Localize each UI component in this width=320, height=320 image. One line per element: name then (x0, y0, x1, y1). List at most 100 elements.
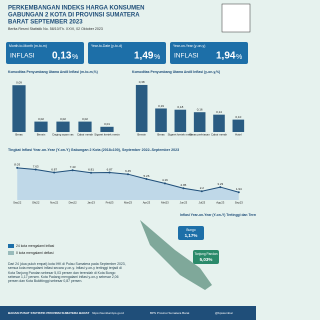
point (145, 177, 148, 180)
value-label: 0,02 (60, 117, 66, 121)
footer-bar (0, 306, 256, 320)
category-label: Feb23 (106, 201, 114, 205)
category-label: Emas perhiasan (190, 133, 211, 137)
map-title: Inflasi Year-on-Year (Y-on-Y) Tertinggi … (180, 213, 256, 217)
value-label: 0,09 (16, 80, 22, 84)
point (127, 173, 129, 176)
category-label: Cabai merah (211, 133, 227, 137)
value-label: 7.43 (70, 165, 76, 169)
bar (56, 121, 70, 132)
bar (100, 126, 114, 132)
value-label: 0,02 (38, 117, 44, 121)
stat-unit: % (236, 54, 242, 61)
category-label: Sigaret kretek mesin (168, 133, 194, 137)
value-label: 6.87 (107, 167, 113, 171)
bar (135, 84, 148, 132)
value-label: 4.16 (162, 178, 168, 182)
value-label: 0,14 (216, 110, 222, 114)
map-value: 5,03% (200, 257, 213, 262)
map-badge (193, 250, 219, 264)
category-label: Sep22 (13, 201, 22, 205)
footer-handle: @bpssumbar (215, 311, 233, 315)
category-label: Hotel (235, 133, 242, 137)
stat-unit: % (72, 54, 78, 61)
point (90, 171, 93, 174)
value-label: 0,18 (177, 105, 183, 109)
category-label: Apr23 (143, 201, 151, 205)
point (237, 191, 240, 194)
stat-value: 0,13 (52, 51, 72, 62)
stat-period: Month-to-Month (m-to-m) (9, 44, 47, 48)
stat-value: 1,94 (216, 51, 236, 62)
point (34, 168, 37, 171)
footer-org: BADAN PUSAT STATISTIK PROVINSI SUMATERA … (8, 311, 89, 315)
bar (213, 114, 225, 132)
value-label: 6.45 (125, 169, 131, 173)
point (16, 166, 19, 169)
stat-period: Year-to-Date (y-to-d) (91, 44, 122, 48)
value-label: 0,19 (158, 104, 164, 108)
point (53, 171, 56, 174)
value-label: 6.87 (51, 167, 57, 171)
title-line: GABUNGAN 2 KOTA DI PROVINSI SUMATERA (8, 13, 140, 19)
stat-label: INFLASI (10, 53, 35, 60)
bar (12, 85, 26, 132)
value-label: 5.26 (144, 174, 150, 178)
title-line: BARAT SEPTEMBER 2023 (8, 20, 83, 26)
value-label: 6.81 (88, 168, 94, 172)
bar (174, 109, 187, 132)
legend-swatch (8, 251, 14, 255)
map-badge (178, 226, 204, 240)
value-label: 0,16 (197, 107, 203, 111)
category-label: Beras (157, 133, 165, 137)
value-label: 0,10 (235, 115, 241, 119)
map-city: Bungo (186, 228, 195, 232)
chart-title: Tingkat Inflasi Year-on-Year (Y-on-Y) Ga… (8, 148, 179, 152)
category-label: Bensin (37, 133, 46, 137)
category-label: Mar23 (124, 201, 132, 205)
category-label: Sep23 (235, 201, 244, 205)
chart-title: Komoditas Penyumbang Utama Andil Inflasi… (8, 70, 98, 74)
value-label: 1.94 (236, 187, 242, 191)
area (17, 167, 239, 200)
value-label: 0,02 (82, 117, 88, 121)
stat-box (6, 42, 84, 64)
legend-swatch (8, 244, 14, 248)
category-label: Mei23 (161, 201, 169, 205)
point (108, 171, 111, 174)
category-label: Bensin (137, 133, 146, 137)
bar (34, 121, 48, 132)
point (200, 190, 203, 193)
value-label: 7.63 (33, 164, 39, 168)
title-line: PERKEMBANGAN INDEKS HARGA KONSUMEN (8, 6, 144, 12)
value-label: 2.95 (180, 183, 186, 187)
point (163, 182, 166, 185)
category-label: Jun23 (180, 201, 188, 205)
qr-code (221, 3, 251, 33)
legend-label: 0 kota mengalami deflasi (16, 251, 54, 255)
stat-unit: % (154, 54, 160, 61)
sumatra-map (140, 220, 212, 290)
footer-web: https://sumbar.bps.go.id (92, 311, 124, 315)
stat-period: Year-on-Year (y-on-y) (173, 44, 205, 48)
stat-box (88, 42, 166, 64)
category-label: Agu23 (216, 201, 225, 205)
value-label: 8.03 (14, 163, 20, 167)
bar (193, 112, 206, 132)
subtitle: Berita Resmi Statistik No. 58/10/Th. XXV… (8, 27, 103, 31)
category-label: Jul23 (199, 201, 206, 205)
value-label: 3.23 (217, 182, 223, 186)
value-label: 0,38 (139, 80, 145, 84)
category-label: Daging ayam ras (52, 133, 74, 137)
point (219, 186, 222, 189)
bar (78, 121, 92, 132)
page: {"header":{"title":"PERKEMBANGAN INDEKS … (0, 3, 256, 320)
category-label: Okt22 (32, 201, 40, 205)
value-label: 2.2 (200, 186, 205, 190)
category-label: Beras (15, 133, 23, 137)
category-label: Jan23 (87, 201, 95, 205)
stat-box (170, 42, 248, 64)
point (182, 187, 185, 190)
bar (155, 108, 167, 132)
point (71, 169, 74, 172)
